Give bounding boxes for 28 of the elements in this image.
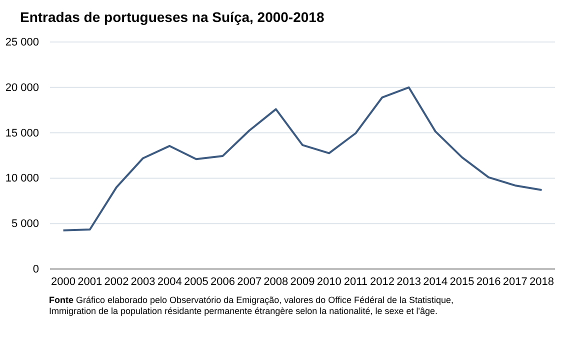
x-tick-label: 2011 <box>344 276 368 288</box>
x-tick-label: 2003 <box>130 276 156 288</box>
x-tick-label: 2017 <box>502 276 528 288</box>
x-tick-label: 2000 <box>51 276 76 288</box>
x-tick-label: 2016 <box>476 276 501 288</box>
x-tick-label: 2008 <box>264 276 288 288</box>
x-tick-label: 2014 <box>423 276 448 288</box>
x-tick-label: 2001 <box>78 276 102 288</box>
x-tick-label: 2005 <box>184 276 208 288</box>
y-tick-label: 5 000 <box>11 218 39 230</box>
x-tick-label: 2002 <box>104 276 129 288</box>
y-tick-label: 25 000 <box>5 36 39 49</box>
x-tick-label: 2006 <box>210 276 236 288</box>
chart-title: Entradas de portugueses na Suíça, 2000-2018 <box>20 9 324 25</box>
x-tick-label: 2007 <box>237 276 262 288</box>
y-tick-label: 10 000 <box>5 172 39 185</box>
x-tick-label: 2009 <box>290 276 315 288</box>
y-tick-label: 20 000 <box>5 82 39 94</box>
y-tick-label: 15 000 <box>5 127 39 140</box>
x-tick-label: 2013 <box>396 276 422 288</box>
x-tick-label: 2004 <box>157 276 182 288</box>
y-tick-label: 0 <box>32 264 39 276</box>
x-tick-label: 2015 <box>450 276 474 288</box>
x-tick-label: 2012 <box>370 276 394 288</box>
x-tick-label: 2018 <box>529 276 554 288</box>
x-tick-label: 2010 <box>316 276 342 288</box>
source-note: Fonte Gráfico elaborado pelo Observatório da Emigração, valores do Office Fédéral de la Statistique, Immigration de la population résidante permanente étrangère selon la nationalité, le sexe et l'âge. <box>49 295 454 316</box>
line-series <box>62 86 543 232</box>
